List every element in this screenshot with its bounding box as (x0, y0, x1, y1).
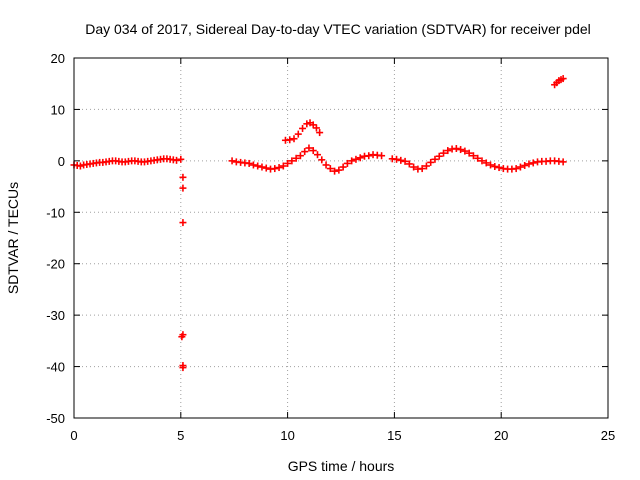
y-tick-label: -20 (46, 257, 65, 272)
data-point (343, 159, 351, 167)
data-point (312, 124, 320, 132)
y-tick-label: -30 (46, 308, 65, 323)
x-tick-label: 15 (387, 428, 401, 443)
data-point (559, 158, 567, 166)
data-point (305, 144, 313, 152)
data-point (457, 146, 465, 154)
data-point (422, 162, 430, 170)
data-point (76, 162, 84, 170)
data-point (339, 163, 347, 171)
data-point (487, 161, 495, 169)
data-point (294, 130, 302, 138)
data-point (444, 147, 452, 155)
data-point (262, 164, 270, 172)
data-point (290, 135, 298, 143)
data-point (559, 75, 567, 83)
data-point (179, 364, 187, 372)
data-point (405, 160, 413, 168)
data-point (228, 157, 236, 165)
data-point (461, 147, 469, 155)
x-tick-label: 20 (494, 428, 508, 443)
data-point (378, 152, 386, 160)
data-point (178, 333, 186, 341)
y-tick-label: 0 (58, 154, 65, 169)
data-points (70, 75, 567, 372)
x-tick-label: 5 (177, 428, 184, 443)
data-point (279, 162, 287, 170)
data-point (318, 156, 326, 164)
data-point (309, 147, 317, 155)
data-point (254, 162, 262, 170)
data-point (288, 157, 296, 165)
data-point (474, 154, 482, 162)
data-point (286, 136, 294, 144)
data-point (410, 163, 418, 171)
data-point (431, 155, 439, 163)
axis-ticks: 0 5 10 15 20 25 -50 -40 -30 -20 -10 0 10 20 (46, 51, 615, 443)
data-point (365, 152, 373, 160)
y-tick-label: 10 (51, 102, 65, 117)
data-point (352, 155, 360, 163)
data-point (418, 165, 426, 173)
data-point (292, 154, 300, 162)
data-point (495, 164, 503, 172)
data-point (303, 120, 311, 128)
plot-frame (73, 57, 609, 419)
y-axis-label: SDTVAR / TECUs (5, 182, 21, 294)
data-point (512, 165, 520, 173)
y-tick-label: -40 (46, 360, 65, 375)
data-point (440, 149, 448, 157)
data-point (271, 165, 279, 173)
data-point (356, 154, 364, 162)
data-point (177, 155, 185, 163)
data-point (491, 163, 499, 171)
data-point (427, 158, 435, 166)
data-point (482, 159, 490, 167)
data-point (393, 155, 401, 163)
data-point (529, 159, 537, 167)
data-point (326, 165, 334, 173)
data-point (348, 157, 356, 165)
data-point (275, 164, 283, 172)
data-point (299, 124, 307, 132)
data-point (469, 152, 477, 160)
data-point (179, 173, 187, 181)
grid-lines (74, 58, 608, 418)
x-axis-label: GPS time / hours (288, 458, 395, 474)
data-point (331, 167, 339, 175)
data-point (301, 148, 309, 156)
data-point (525, 160, 533, 168)
y-tick-label: -10 (46, 205, 65, 220)
data-point (316, 129, 324, 137)
data-point (401, 157, 409, 165)
data-point (173, 156, 181, 164)
data-point (516, 163, 524, 171)
data-point (322, 161, 330, 169)
data-point (335, 166, 343, 174)
data-point (521, 161, 529, 169)
x-tick-label: 10 (280, 428, 294, 443)
data-point (465, 149, 473, 157)
data-point (179, 219, 187, 227)
data-point (478, 157, 486, 165)
data-point (258, 163, 266, 171)
x-tick-label: 25 (601, 428, 615, 443)
x-tick-label: 0 (70, 428, 77, 443)
data-point (245, 159, 253, 167)
data-point (435, 152, 443, 160)
data-point (249, 161, 257, 169)
y-tick-label: -50 (46, 411, 65, 426)
data-point (179, 184, 187, 192)
data-point (452, 145, 460, 153)
data-point (397, 156, 405, 164)
data-point (296, 152, 304, 160)
y-tick-label: 20 (51, 51, 65, 66)
data-point (284, 159, 292, 167)
data-point (314, 151, 322, 159)
chart-title: Day 034 of 2017, Sidereal Day-to-day VTE… (85, 21, 591, 37)
